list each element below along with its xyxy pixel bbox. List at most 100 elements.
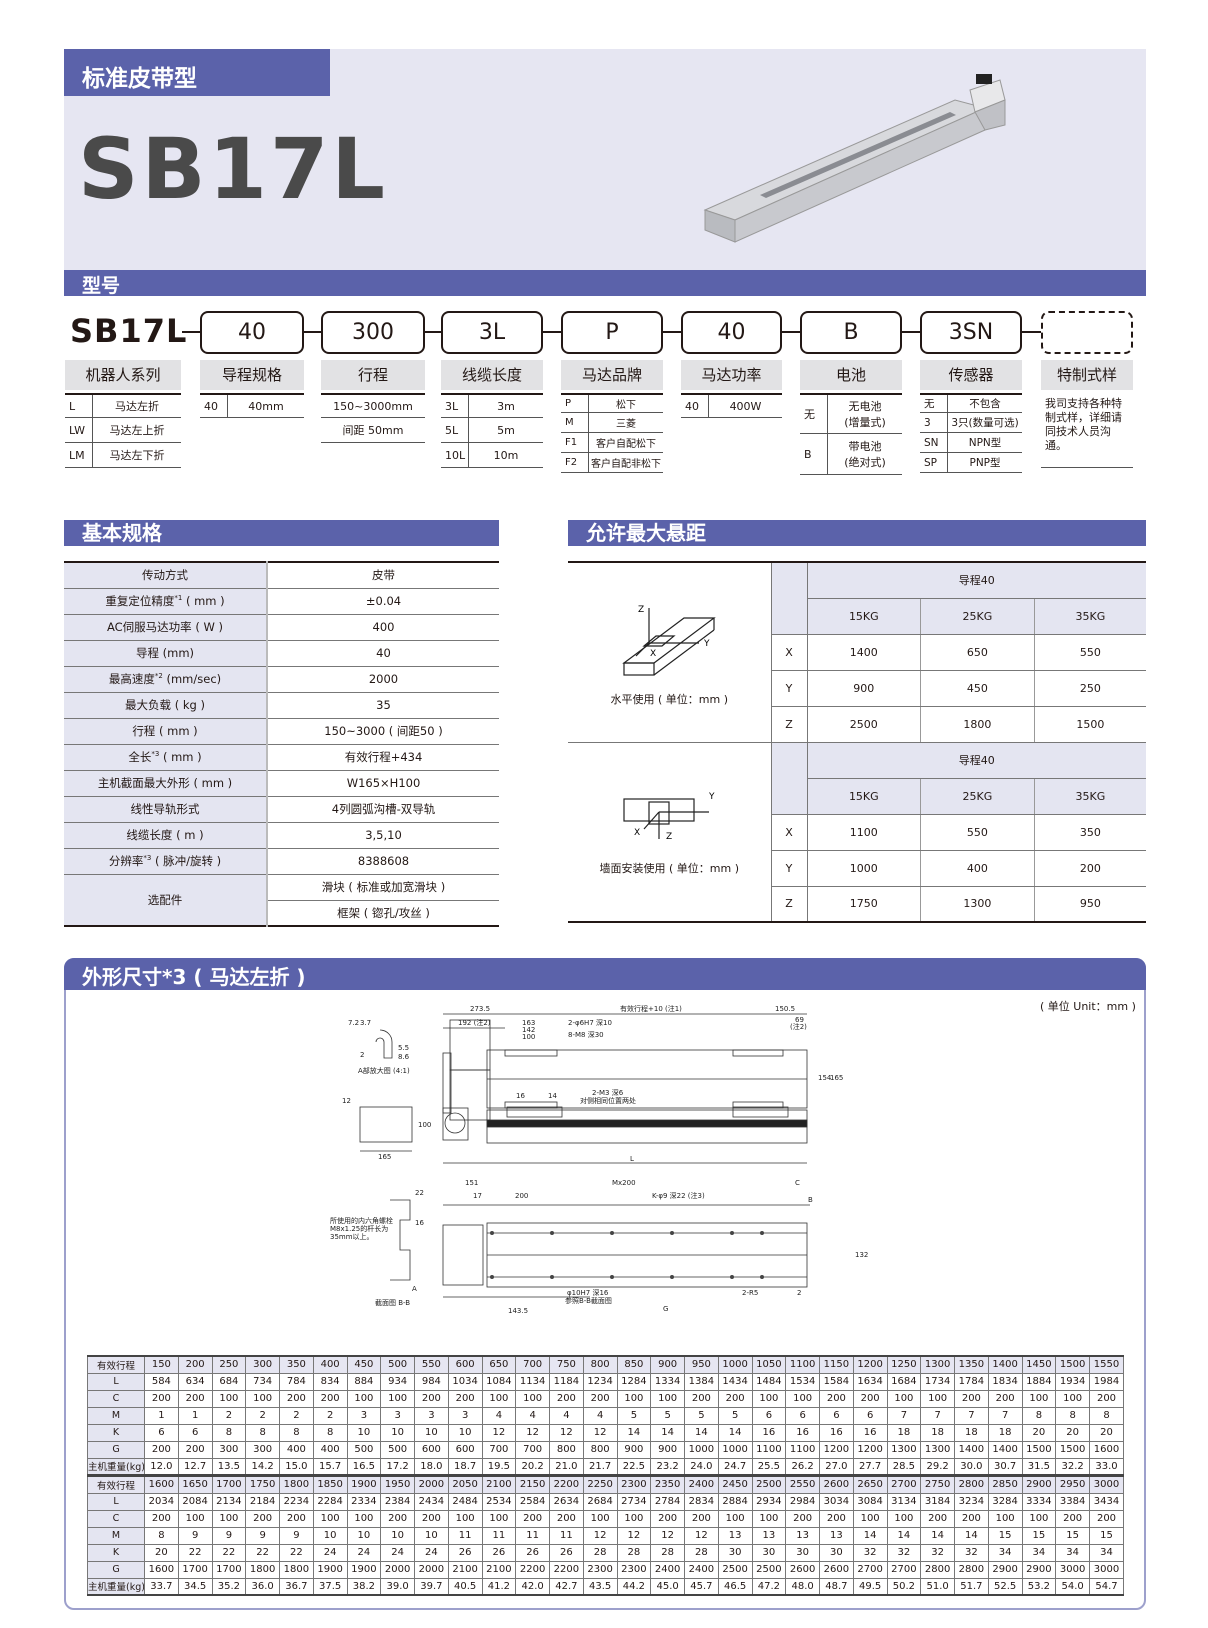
dimension-row-label: C — [87, 1389, 145, 1408]
dimension-cell: 27.7 — [852, 1457, 888, 1476]
spec-label: AC伺服马达功率 ( W ) — [64, 614, 268, 641]
option-code: 无 — [800, 395, 828, 433]
connector — [543, 331, 561, 333]
axis-label: Y — [770, 850, 808, 887]
dimension-cell: 41.2 — [481, 1577, 517, 1596]
dimension-cell: 34 — [987, 1543, 1023, 1562]
dimension-cell: 21.0 — [549, 1457, 584, 1476]
dimension-cell: 10 — [380, 1526, 415, 1545]
dimension-cell: 200 — [852, 1389, 888, 1408]
dimension-cell: 5 — [650, 1406, 685, 1425]
dim-label: 8.6 — [398, 1053, 410, 1061]
unit-note: ( 单位 Unit：mm ) — [1040, 1000, 1136, 1013]
option-code: 40 — [681, 395, 709, 417]
dimension-cell: 20 — [144, 1543, 179, 1562]
dim-label: K-φ9 深22 (注3) — [652, 1191, 705, 1200]
spec-label-text: AC伺服马达功率 — [106, 620, 192, 634]
dimension-cell: 34.5 — [177, 1577, 213, 1596]
dimension-cell: 28.5 — [886, 1457, 922, 1476]
overhang-value: 1100 — [807, 814, 922, 851]
dimension-cell: 700 — [515, 1355, 550, 1374]
dimension-cell: 1850 — [312, 1475, 348, 1494]
axis-label: X — [770, 814, 808, 851]
dimension-cell: 47.2 — [751, 1577, 787, 1596]
option-code: F1 — [561, 433, 589, 452]
dimension-cell: 8 — [1021, 1406, 1057, 1425]
spec-unit: (mm) — [162, 646, 195, 660]
axis-header — [770, 742, 808, 815]
dimension-cell: 7 — [987, 1406, 1023, 1425]
dimension-cell: 3 — [414, 1406, 449, 1425]
dimension-cell: 2284 — [312, 1492, 348, 1511]
spec-row: 分辨率*3 ( 脉冲/旋转 ) 8388608 — [64, 848, 499, 875]
dimension-table-1: 有效行程 150 200 250 300 350 400 450 500 550 600 650 700… — [87, 1355, 1124, 1476]
dimension-cell: 100 — [1021, 1509, 1057, 1528]
footnote-marker: *1 — [174, 594, 183, 603]
option-desc-line: (增量式) — [844, 416, 886, 429]
dimension-cell: 3184 — [920, 1492, 955, 1511]
dimension-cell: 39.7 — [414, 1577, 449, 1596]
dimension-cell: 1284 — [616, 1372, 652, 1391]
dimension-cell: 6 — [751, 1406, 787, 1425]
dimension-cell: 1300 — [920, 1355, 955, 1374]
dimension-cell: 984 — [414, 1372, 449, 1391]
dimension-cell: 28 — [616, 1543, 652, 1562]
dimension-row: C 200 200 100 100 200 200 100 100 200 200 100 100 200… — [87, 1389, 1124, 1408]
dimension-cell: 1600 — [1089, 1440, 1124, 1459]
dimension-cell: 12 — [481, 1423, 517, 1442]
spec-label-text: 线性导轨形式 — [130, 802, 200, 816]
dimension-cell: 300 — [211, 1440, 247, 1459]
dimension-cell: 784 — [279, 1372, 314, 1391]
dimension-cell: 2300 — [582, 1560, 618, 1579]
option-desc: 间距 50mm — [342, 424, 404, 437]
code-box-stroke: 300 — [321, 311, 425, 354]
dimension-cell: 13 — [785, 1526, 820, 1545]
dimension-cell: 22 — [245, 1543, 280, 1562]
spec-label: 行程 ( mm ) — [64, 718, 268, 745]
dimension-cell: 800 — [582, 1440, 618, 1459]
dimension-cell: 3 — [380, 1406, 415, 1425]
dimension-cell: 51.0 — [920, 1577, 955, 1596]
dimension-cell: 2800 — [954, 1560, 989, 1579]
dimension-cell: 26.2 — [785, 1457, 820, 1476]
product-image — [703, 74, 1006, 243]
dimension-cell: 1750 — [245, 1475, 280, 1494]
dimension-cell: 11 — [447, 1526, 483, 1545]
option-row: F2 客户自配非松下 — [561, 453, 663, 473]
dimension-cell: 3084 — [852, 1492, 888, 1511]
dimension-row: G 200 200 300 300 400 400 500 500 600 600 700 700 800… — [87, 1440, 1124, 1459]
dimension-cell: 200 — [414, 1509, 449, 1528]
dim-label: 2 — [797, 1289, 801, 1297]
dimension-cell: 200 — [177, 1389, 213, 1408]
dimension-cell: 2184 — [245, 1492, 280, 1511]
dimension-cell: 1784 — [954, 1372, 989, 1391]
dimension-cell: 1700 — [211, 1560, 247, 1579]
dimension-cell: 13 — [819, 1526, 854, 1545]
dimension-cell: 32 — [954, 1543, 989, 1562]
dimension-cell: 6 — [177, 1423, 213, 1442]
dimension-cell: 200 — [954, 1509, 989, 1528]
option-desc: 马达左下折 — [109, 449, 165, 462]
overhang-value: 1500 — [1034, 706, 1146, 743]
dim-label: φ10H7 深16 — [567, 1288, 609, 1297]
dimension-cell: 3284 — [987, 1492, 1023, 1511]
dimension-cell: 17.2 — [380, 1457, 415, 1476]
dimension-cell: 1534 — [785, 1372, 820, 1391]
dimension-cell: 38.2 — [346, 1577, 382, 1596]
dim-label: Mx200 — [612, 1179, 636, 1187]
option-row: SN NPN型 — [920, 433, 1022, 453]
spec-row: 全长*3 ( mm ) 有效行程+434 — [64, 744, 499, 771]
load-header: 25KG — [920, 778, 1035, 815]
axis-label: Z — [770, 886, 808, 923]
dimension-cell: 200 — [819, 1509, 854, 1528]
dimension-cell: 2734 — [616, 1492, 652, 1511]
svg-text:X: X — [650, 649, 656, 659]
dimension-cell: 100 — [920, 1389, 955, 1408]
dimension-cell: 2200 — [549, 1560, 584, 1579]
overhang-diagram: Z Y X 水平使用 ( 单位：mm ) — [568, 562, 771, 743]
dimension-cell: 1034 — [447, 1372, 483, 1391]
dimension-row: 有效行程 150 200 250 300 350 400 450 500 550 600 650 700… — [87, 1355, 1124, 1374]
dimension-cell: 200 — [177, 1440, 213, 1459]
dimension-cell: 2784 — [650, 1492, 685, 1511]
